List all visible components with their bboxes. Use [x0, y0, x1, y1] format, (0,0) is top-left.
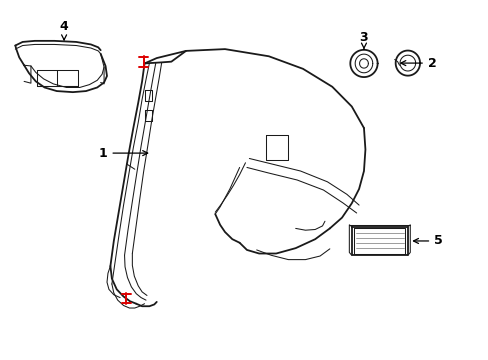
- Text: 2: 2: [400, 57, 436, 69]
- Text: 4: 4: [60, 20, 68, 40]
- Text: 3: 3: [359, 31, 367, 49]
- Text: 1: 1: [99, 147, 147, 159]
- Text: 5: 5: [413, 234, 442, 247]
